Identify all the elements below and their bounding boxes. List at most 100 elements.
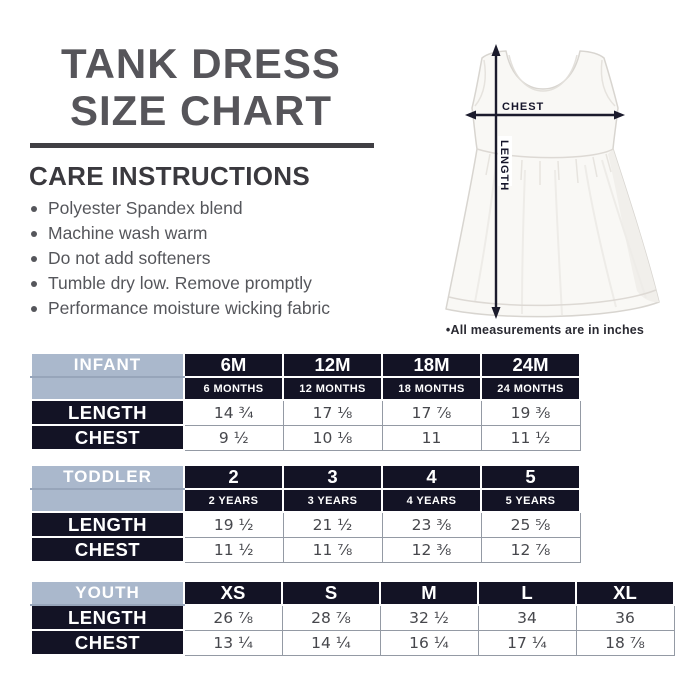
table-row: INFANT 6M 12M 18M 24M [30,352,581,378]
bullet-icon [31,305,37,312]
table-row: YOUTH XS S M L XL [30,580,675,606]
title-divider [30,143,374,148]
page-title-line-1: TANK DRESS [61,40,341,87]
group-spacer [30,488,185,513]
size-value: 25 ⅝ [480,511,581,538]
list-item: Machine wash warm [31,221,330,246]
measure-row-label: CHEST [30,629,185,656]
size-value: 19 ⅜ [480,399,581,426]
table-row: CHEST 9 ½ 10 ⅛ 11 11 ½ [30,424,581,451]
size-value: 9 ½ [183,424,284,451]
size-value: 11 ½ [480,424,581,451]
dress-shading [608,149,659,303]
infant-size-table: INFANT 6M 12M 18M 24M 6 MONTHS 12 MONTHS… [30,352,581,451]
table-row: CHEST 11 ½ 11 ⅞ 12 ⅜ 12 ⅞ [30,536,581,563]
care-instructions-list: Polyester Spandex blend Machine wash war… [31,196,330,321]
list-item: Performance moisture wicking fabric [31,296,330,321]
group-header: TODDLER [30,464,185,490]
size-subheader: 5 YEARS [480,488,581,513]
size-value: 12 ⅞ [480,536,581,563]
empire-seam [476,148,614,159]
size-subheader: 18 MONTHS [381,376,482,401]
measure-row-label: CHEST [30,424,185,451]
size-header: 18M [381,352,482,378]
measure-row-label: CHEST [30,536,185,563]
size-header: 12M [282,352,383,378]
list-item: Polyester Spandex blend [31,196,330,221]
measure-row-label: LENGTH [30,604,185,631]
size-header: L [477,580,577,606]
size-value: 12 ⅜ [381,536,482,563]
list-item: Tumble dry low. Remove promptly [31,271,330,296]
armhole-binding-right [600,59,616,107]
size-subheader: 3 YEARS [282,488,383,513]
dress-silhouette [445,50,660,318]
size-value: 32 ½ [379,604,479,631]
armhole-binding-left [474,59,487,107]
size-header: 2 [183,464,284,490]
size-header: 5 [480,464,581,490]
size-subheader: 24 MONTHS [480,376,581,401]
group-header: YOUTH [30,580,185,606]
skirt-folds [474,159,647,316]
size-value: 18 ⅞ [575,629,675,656]
group-spacer [30,376,185,401]
size-header: S [281,580,381,606]
measure-row-label: LENGTH [30,399,185,426]
neckline-binding [508,54,578,92]
list-item: Do not add softeners [31,246,330,271]
size-value: 23 ⅜ [381,511,482,538]
size-value: 36 [575,604,675,631]
size-header: XS [183,580,283,606]
size-value: 11 [381,424,482,451]
hem-band [448,289,657,307]
care-item-text: Performance moisture wicking fabric [48,298,331,318]
length-measure-label: LENGTH [498,140,510,191]
size-value: 19 ½ [183,511,284,538]
table-row: LENGTH 26 ⅞ 28 ⅞ 32 ½ 34 36 [30,604,675,631]
length-arrow [491,44,501,319]
length-label-backdrop [498,136,512,186]
table-row: CHEST 13 ¼ 14 ¼ 16 ¼ 17 ¼ 18 ⅞ [30,629,675,656]
size-value: 11 ½ [183,536,284,563]
chest-measure-label: CHEST [502,101,544,113]
care-item-text: Tumble dry low. Remove promptly [48,273,312,293]
table-row: TODDLER 2 3 4 5 [30,464,581,490]
care-item-text: Do not add softeners [48,248,211,268]
page-title: TANK DRESS SIZE CHART [26,40,376,134]
bullet-icon [31,255,37,262]
table-row: 2 YEARS 3 YEARS 4 YEARS 5 YEARS [30,488,581,513]
bullet-icon [31,205,37,212]
page-title-line-2: SIZE CHART [70,87,332,134]
care-instructions-heading: CARE INSTRUCTIONS [29,161,310,191]
size-value: 26 ⅞ [183,604,283,631]
size-subheader: 6 MONTHS [183,376,284,401]
size-value: 28 ⅞ [281,604,381,631]
size-header: 4 [381,464,482,490]
chest-arrow [465,110,625,120]
size-header: M [379,580,479,606]
size-value: 17 ⅛ [282,399,383,426]
measure-row-label: LENGTH [30,511,185,538]
size-value: 34 [477,604,577,631]
size-value: 10 ⅛ [282,424,383,451]
table-row: 6 MONTHS 12 MONTHS 18 MONTHS 24 MONTHS [30,376,581,401]
measurements-note: •All measurements are in inches [445,323,645,337]
size-value: 13 ¼ [183,629,283,656]
size-subheader: 12 MONTHS [282,376,383,401]
care-item-text: Polyester Spandex blend [48,198,243,218]
size-subheader: 2 YEARS [183,488,284,513]
size-value: 17 ¼ [477,629,577,656]
table-row: LENGTH 19 ½ 21 ½ 23 ⅜ 25 ⅝ [30,511,581,538]
size-value: 14 ¼ [281,629,381,656]
youth-size-table: YOUTH XS S M L XL LENGTH 26 ⅞ 28 ⅞ 32 ½ … [30,580,675,656]
table-row: LENGTH 14 ¾ 17 ⅛ 17 ⅞ 19 ⅜ [30,399,581,426]
size-header: 3 [282,464,383,490]
size-value: 11 ⅞ [282,536,383,563]
size-value: 21 ½ [282,511,383,538]
size-value: 14 ¾ [183,399,284,426]
bullet-icon [31,280,37,287]
toddler-size-table: TODDLER 2 3 4 5 2 YEARS 3 YEARS 4 YEARS … [30,464,581,563]
group-header: INFANT [30,352,185,378]
